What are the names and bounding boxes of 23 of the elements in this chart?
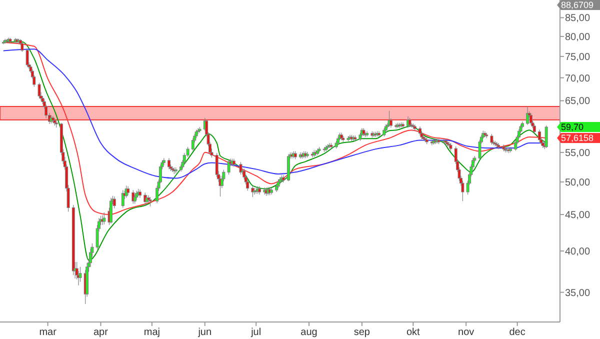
- x-tick-label: dec: [509, 327, 526, 338]
- x-tick-label: nov: [458, 327, 474, 338]
- x-tick-label: jul: [250, 327, 262, 338]
- x-tick-label: sep: [354, 327, 370, 338]
- x-tick-label: aug: [300, 327, 318, 338]
- x-tick-label: maj: [144, 327, 160, 338]
- y-tick-label: 80,00: [565, 32, 590, 43]
- y-tick-label: 55,00: [565, 148, 590, 159]
- x-tick-label: mar: [39, 327, 58, 338]
- y-tick-label: 65,00: [565, 96, 590, 108]
- y-tick-label: 75,00: [565, 52, 590, 63]
- text: 88,6709: [561, 0, 594, 10]
- text: 57,6158: [561, 133, 594, 144]
- text: 59,70: [561, 122, 584, 132]
- y-tick-label: 40,00: [565, 246, 590, 258]
- y-tick-label: 70,00: [565, 73, 590, 84]
- y-tick-label: 45,00: [565, 210, 590, 222]
- y-tick-label: 50,00: [565, 177, 590, 188]
- y-tick-label: 85,00: [565, 13, 590, 24]
- x-tick-label: apr: [94, 327, 109, 338]
- x-tick-label: okt: [406, 327, 420, 338]
- y-tick-label: 35,00: [565, 288, 590, 299]
- x-tick-label: jun: [197, 327, 212, 338]
